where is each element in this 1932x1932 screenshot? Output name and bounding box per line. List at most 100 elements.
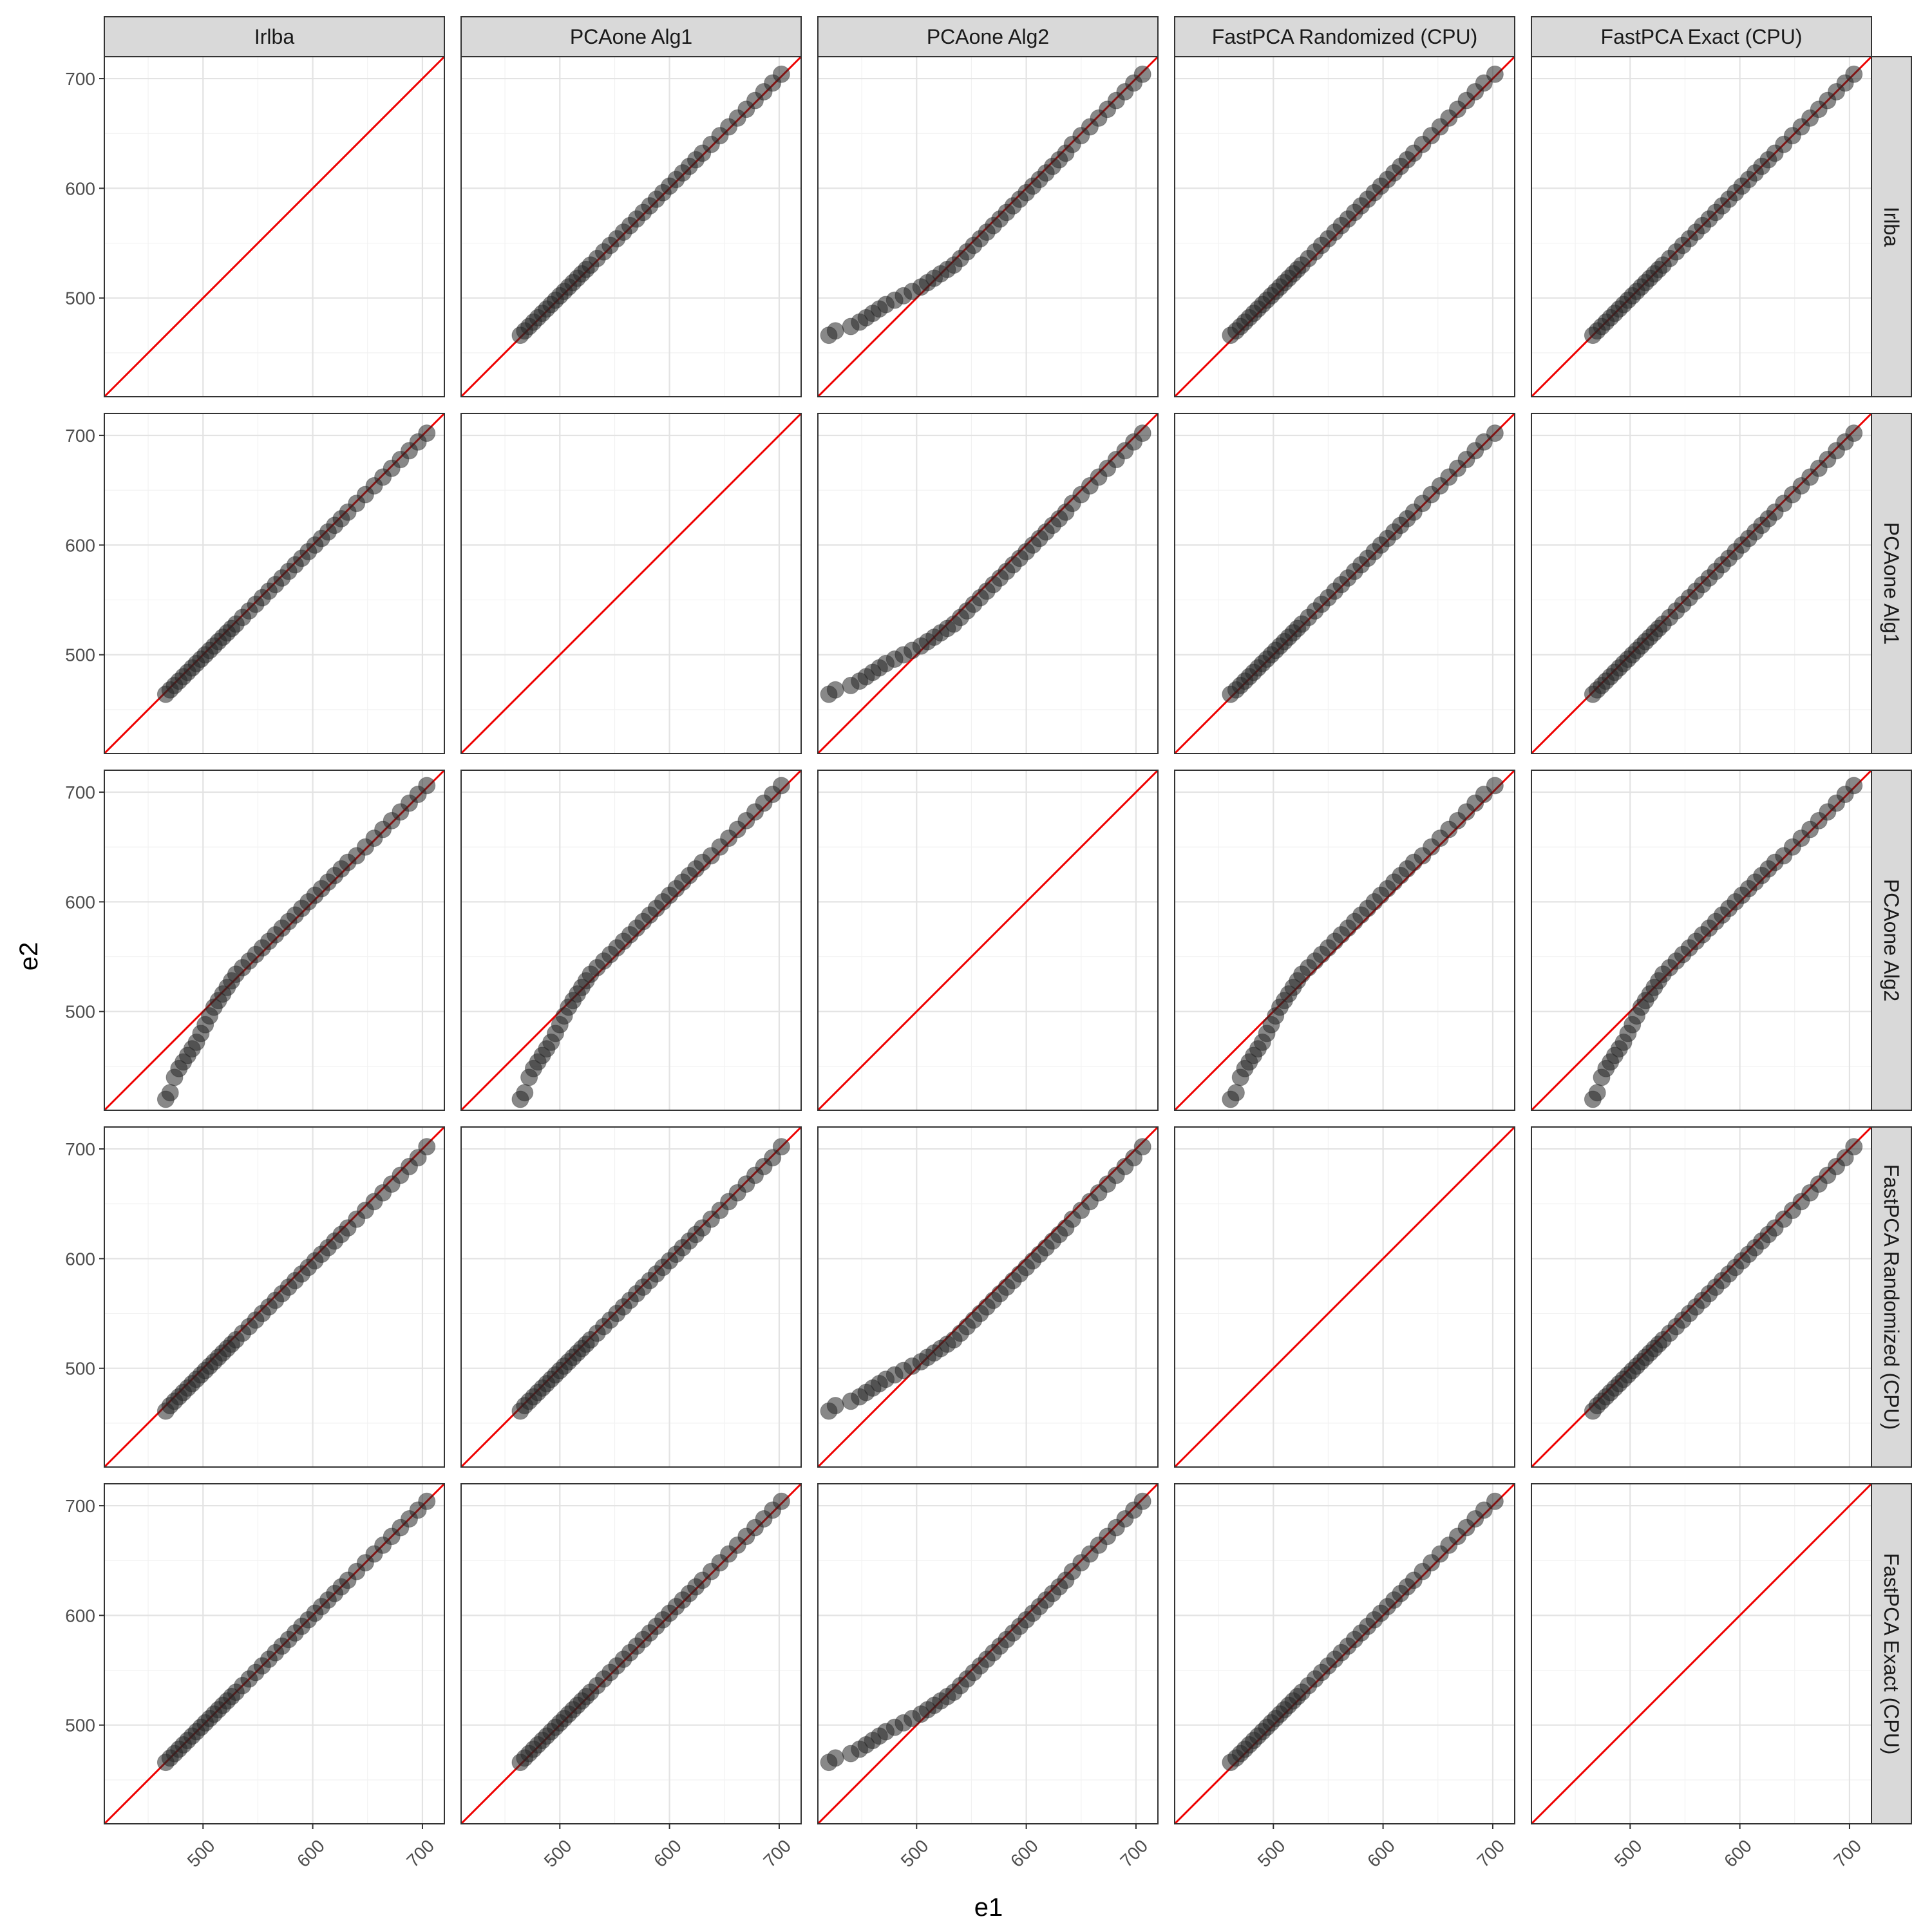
- y-axis-title: e2: [15, 942, 43, 971]
- strip-background: [1871, 770, 1912, 1111]
- y-tick-label: 600: [65, 1249, 95, 1269]
- scatter-point: [772, 1492, 790, 1510]
- facet-panel-r1-c4: [1173, 55, 1516, 398]
- scatter-points: [1222, 424, 1504, 703]
- facet-panel-r3-c5: [1530, 769, 1873, 1112]
- panel-grid: [461, 1127, 801, 1467]
- scatter-point: [1486, 65, 1504, 83]
- y-tick-label: 500: [65, 1716, 95, 1736]
- row-strip-label: FastPCA Randomized (CPU): [1880, 1164, 1903, 1430]
- panel-grid: [461, 413, 801, 753]
- reference-line-y-equals-x: [817, 769, 1159, 1112]
- panel-grid: [1175, 1127, 1515, 1467]
- scatter-point: [418, 777, 436, 795]
- panel-grid: [1175, 770, 1515, 1110]
- facet-panel-r1-c5: [1530, 55, 1873, 398]
- facet-panel-r4-c5: [1530, 1126, 1873, 1468]
- facet-panel-r2-c2: [460, 412, 802, 755]
- x-tick-label: 700: [1116, 1835, 1151, 1871]
- panel-grid: [1531, 1484, 1871, 1824]
- scatter-points: [511, 65, 790, 345]
- strip-background: [1871, 1483, 1912, 1824]
- strip-background: [1174, 16, 1515, 57]
- facet-panel-r3-c4: [1173, 769, 1516, 1112]
- scatter-point: [826, 1749, 844, 1767]
- reference-line-y-equals-x: [1173, 1126, 1516, 1468]
- panel-grid: [1175, 1484, 1515, 1824]
- column-strip-label: FastPCA Randomized (CPU): [1212, 25, 1478, 48]
- panel-border: [817, 1126, 1159, 1468]
- panel-grid: [1531, 57, 1871, 397]
- facet-panel-r5-c1: 500 600 700 500 600 700: [65, 1482, 446, 1871]
- y-tick-label: 500: [65, 289, 95, 308]
- x-axis-title: e1: [974, 1893, 1003, 1922]
- scatter-points: [511, 1138, 790, 1420]
- x-tick-label: 500: [540, 1835, 576, 1871]
- column-strip-label: PCAone Alg2: [927, 25, 1049, 48]
- column-strip-4: FastPCA Randomized (CPU): [1174, 16, 1515, 57]
- scatter-point: [1486, 777, 1504, 795]
- scatter-point: [418, 1492, 436, 1510]
- panel-grid: [1531, 770, 1871, 1110]
- panel-grid: [1175, 57, 1515, 397]
- panel-grid: [461, 770, 801, 1110]
- facet-panel-r5-c4: 500 600 700: [1173, 1482, 1516, 1871]
- x-tick-label: 700: [1473, 1835, 1508, 1871]
- column-strip-label: Irlba: [254, 25, 294, 48]
- strip-background: [1531, 16, 1872, 57]
- scatter-point: [772, 1138, 790, 1156]
- facet-panel-r5-c2: 500 600 700: [460, 1482, 802, 1871]
- scatter-point: [1486, 1492, 1504, 1510]
- panel-border: [1174, 770, 1515, 1111]
- strip-background: [1871, 413, 1912, 754]
- scatter-point: [418, 424, 436, 442]
- y-tick-label: 600: [65, 892, 95, 912]
- panel-grid: [1531, 413, 1871, 753]
- y-tick-label: 700: [65, 1139, 95, 1159]
- facet-panel-r3-c1: 500 600 700: [65, 769, 446, 1112]
- scatter-points: [1584, 424, 1863, 703]
- x-tick-label: 500: [1611, 1835, 1646, 1871]
- x-tick-label: 600: [650, 1835, 685, 1871]
- panel-grid: [104, 1127, 444, 1467]
- x-tick-label: 700: [1830, 1835, 1865, 1871]
- y-tick-label: 600: [65, 535, 95, 555]
- reference-line-y-equals-x: [1530, 1482, 1873, 1825]
- panel-grid: [1175, 413, 1515, 753]
- facet-panel-r4-c1: 500 600 700: [65, 1126, 446, 1468]
- scatter-points: [820, 1138, 1151, 1420]
- scatter-point: [418, 1138, 436, 1156]
- y-tick-label: 500: [65, 645, 95, 665]
- scatter-points: [511, 1492, 790, 1772]
- scatter-point: [516, 1084, 534, 1102]
- panel-grid: [818, 57, 1158, 397]
- y-tick-label: 600: [65, 1605, 95, 1625]
- facet-panel-r4-c4: [1173, 1126, 1516, 1468]
- scatter-point: [1845, 1138, 1863, 1156]
- x-tick-label: 600: [1363, 1835, 1399, 1871]
- panel-border: [104, 1483, 445, 1824]
- scatter-point: [772, 65, 790, 83]
- strip-background: [460, 16, 802, 57]
- panel-border: [460, 770, 802, 1111]
- panel-grid: [104, 413, 444, 753]
- row-strip-3: PCAone Alg2: [1871, 770, 1912, 1111]
- y-tick-label: 700: [65, 69, 95, 89]
- facet-panel-r2-c4: [1173, 412, 1516, 755]
- scatter-point: [826, 1397, 844, 1415]
- facet-panel-r4-c3: [817, 1126, 1159, 1468]
- facet-panel-r5-c5: 500 600 700: [1530, 1482, 1873, 1871]
- scatter-point: [772, 777, 790, 795]
- column-strip-label: PCAone Alg1: [570, 25, 692, 48]
- y-tick-label: 700: [65, 782, 95, 802]
- row-strip-5: FastPCA Exact (CPU): [1871, 1483, 1912, 1824]
- panel-border: [460, 1483, 802, 1824]
- y-tick-label: 500: [65, 1359, 95, 1379]
- scatter-point: [1845, 65, 1863, 83]
- row-strip-label: PCAone Alg1: [1880, 522, 1903, 645]
- panel-border: [1174, 1483, 1515, 1824]
- panel-grid: [104, 1484, 444, 1824]
- scatter-points: [1222, 1492, 1504, 1772]
- facet-panel-r3-c2: [460, 769, 802, 1112]
